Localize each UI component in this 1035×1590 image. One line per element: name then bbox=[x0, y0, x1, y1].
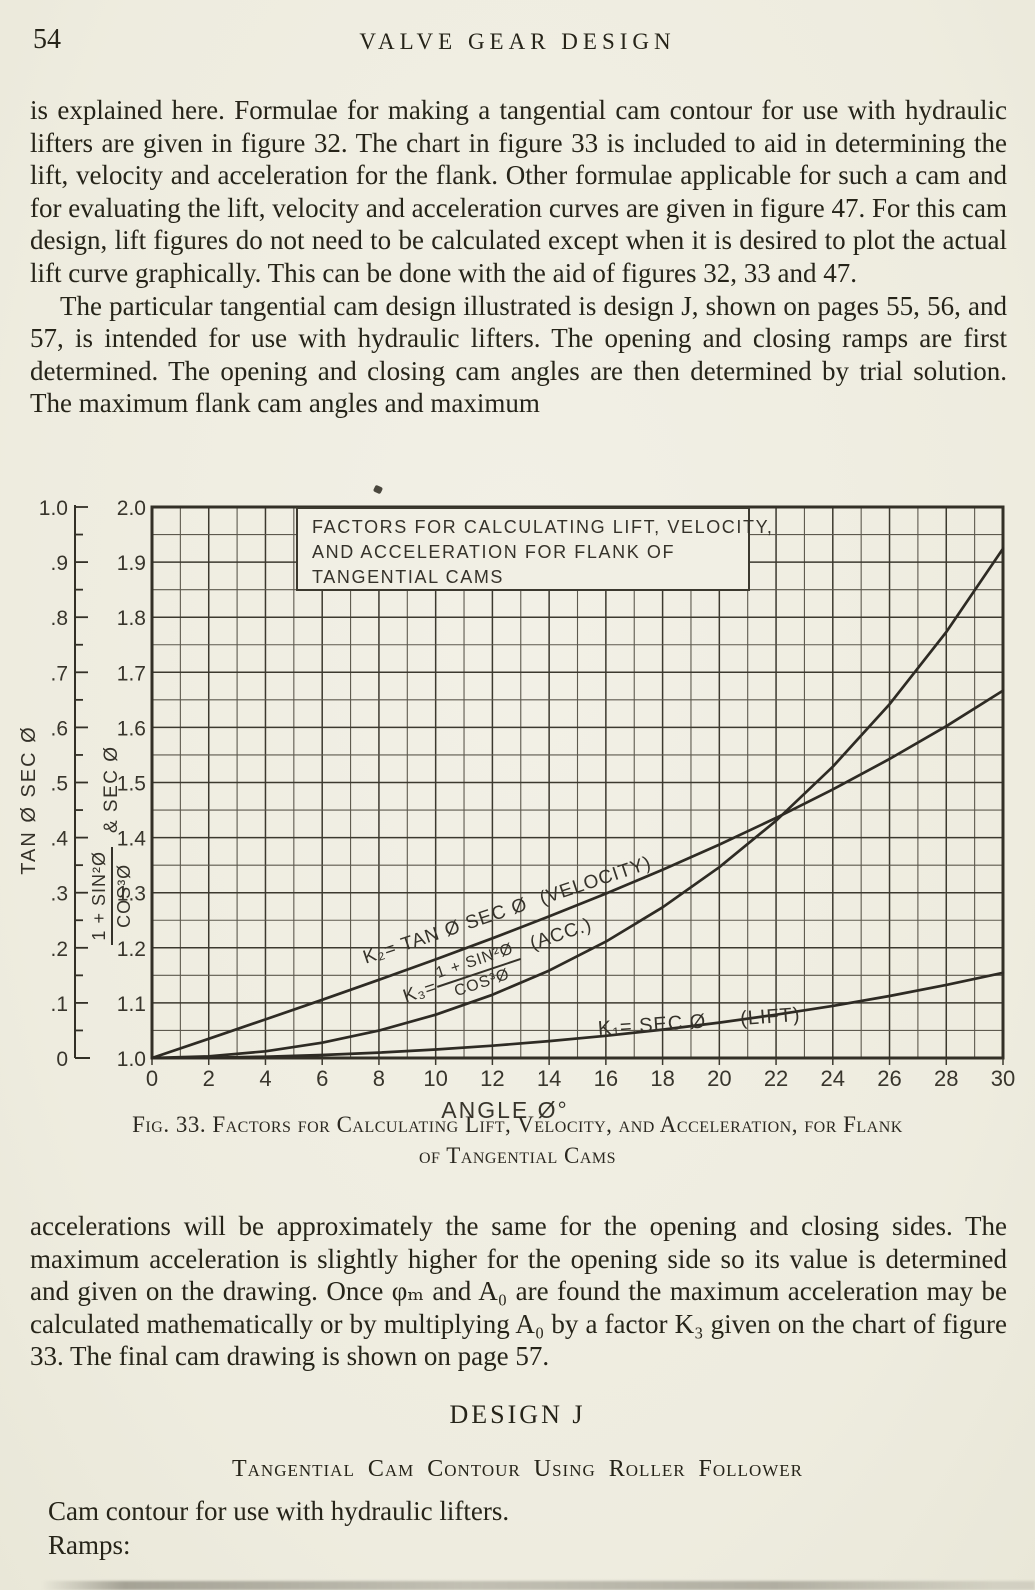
svg-text:20: 20 bbox=[707, 1066, 731, 1091]
svg-text:1.5: 1.5 bbox=[117, 773, 146, 796]
figure-caption-line1: Fig. 33. Factors for Calculating Lift, V… bbox=[132, 1112, 903, 1137]
chart-title-line: AND ACCELERATION FOR FLANK OF bbox=[312, 542, 676, 562]
svg-text:1.4: 1.4 bbox=[117, 828, 147, 851]
svg-text:0: 0 bbox=[56, 1048, 68, 1071]
paragraph: The particular tangential cam design ill… bbox=[30, 290, 1007, 419]
svg-text:1.0: 1.0 bbox=[117, 1048, 146, 1071]
svg-text:1.0: 1.0 bbox=[39, 497, 68, 520]
svg-text:26: 26 bbox=[877, 1066, 901, 1091]
scan-edge-smudge bbox=[0, 1581, 1035, 1590]
svg-text:1.7: 1.7 bbox=[117, 662, 146, 685]
svg-text:.5: .5 bbox=[50, 773, 68, 796]
svg-text:2: 2 bbox=[203, 1066, 215, 1091]
svg-text:14: 14 bbox=[537, 1066, 561, 1091]
body-paragraphs-bottom: accelerations will be approximately the … bbox=[30, 1210, 1007, 1373]
figure-caption-line2: of Tangential Cams bbox=[418, 1143, 617, 1168]
body-paragraphs-top: is explained here. Formulae for making a… bbox=[30, 94, 1007, 420]
svg-text:22: 22 bbox=[764, 1066, 788, 1091]
page-number: 54 bbox=[33, 24, 61, 55]
design-heading: DESIGN J bbox=[449, 1400, 586, 1429]
svg-text:8: 8 bbox=[373, 1066, 385, 1091]
chart-title-box: FACTORS FOR CALCULATING LIFT, VELOCITY, … bbox=[296, 507, 774, 591]
design-body-line: Ramps: bbox=[48, 1530, 131, 1560]
svg-text:.2: .2 bbox=[50, 938, 68, 961]
svg-text:0: 0 bbox=[146, 1066, 158, 1091]
svg-text:1.2: 1.2 bbox=[117, 938, 146, 961]
svg-text:.8: .8 bbox=[50, 607, 68, 630]
svg-text:4: 4 bbox=[259, 1066, 271, 1091]
axis-title-fraction: 1 + SIN²Ø COS³Ø bbox=[89, 847, 134, 945]
paragraph: is explained here. Formulae for making a… bbox=[30, 95, 1007, 288]
design-subheading: Tangential Cam Contour Using Roller Foll… bbox=[231, 1456, 803, 1482]
figure-33-chart: 0 2 4 6 8 10 12 14 16 18 20 22 24 26 28 30 ANGLE Ø° 2.0 1.… bbox=[0, 480, 1035, 1140]
svg-text:.6: .6 bbox=[50, 717, 68, 740]
chart-title-line: FACTORS FOR CALCULATING LIFT, VELOCITY, bbox=[312, 517, 774, 537]
y-axis-title-inner: 1 + SIN²Ø COS³Ø & SEC Ø bbox=[85, 685, 139, 1005]
svg-text:.1: .1 bbox=[50, 993, 68, 1016]
svg-text:.3: .3 bbox=[50, 883, 68, 906]
svg-text:2.0: 2.0 bbox=[117, 497, 146, 520]
svg-text:16: 16 bbox=[594, 1066, 618, 1091]
svg-text:.9: .9 bbox=[50, 552, 68, 575]
svg-text:1.8: 1.8 bbox=[117, 607, 146, 630]
svg-text:1.6: 1.6 bbox=[117, 717, 146, 740]
svg-text:.7: .7 bbox=[50, 662, 68, 685]
svg-text:.4: .4 bbox=[50, 828, 68, 851]
svg-text:1.1: 1.1 bbox=[117, 993, 146, 1016]
y-axis-title-outer: TAN Ø SEC Ø bbox=[18, 725, 40, 875]
svg-text:28: 28 bbox=[934, 1066, 958, 1091]
svg-text:1.3: 1.3 bbox=[117, 883, 146, 906]
svg-text:10: 10 bbox=[423, 1066, 447, 1091]
svg-text:24: 24 bbox=[821, 1066, 845, 1091]
svg-text:ANGLE Ø°: ANGLE Ø° bbox=[441, 1097, 568, 1123]
svg-text:18: 18 bbox=[650, 1066, 674, 1091]
svg-text:30: 30 bbox=[991, 1066, 1015, 1091]
chart-title-line: TANGENTIAL CAMS bbox=[312, 567, 505, 587]
running-head: VALVE GEAR DESIGN bbox=[359, 29, 676, 54]
svg-text:1.9: 1.9 bbox=[117, 552, 146, 575]
paragraph: accelerations will be approximately the … bbox=[30, 1211, 1007, 1372]
svg-text:6: 6 bbox=[316, 1066, 328, 1091]
design-body-line: Cam contour for use with hydraulic lifte… bbox=[48, 1496, 510, 1526]
svg-text:12: 12 bbox=[480, 1066, 504, 1091]
